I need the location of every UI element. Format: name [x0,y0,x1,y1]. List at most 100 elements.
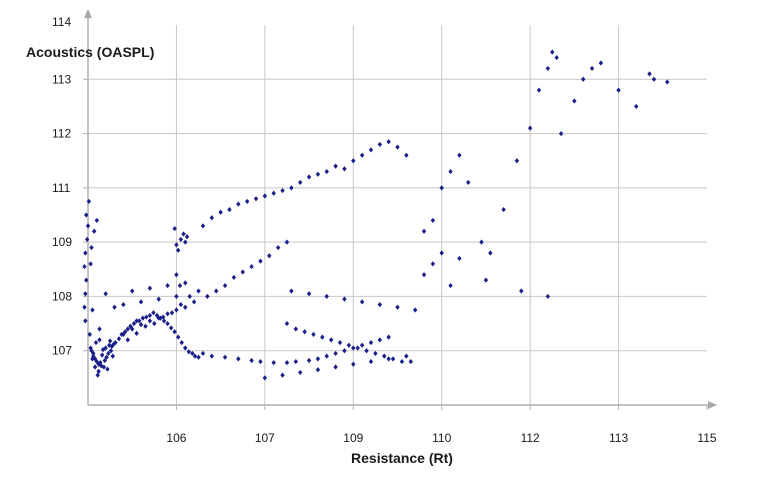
data-point [205,293,210,300]
data-point [284,239,290,245]
data-point [183,280,188,286]
data-point [368,147,374,153]
data-point [262,193,268,199]
data-point [218,209,223,215]
data-point [102,357,108,364]
data-point [386,334,391,340]
data-point [258,358,263,365]
data-point [351,361,356,367]
data-point [192,353,198,359]
data-point [140,315,146,321]
data-point [395,304,400,310]
data-point [91,228,97,234]
data-point [125,337,130,343]
data-point [324,293,329,300]
data-point [96,368,101,374]
data-point [284,320,290,327]
data-point [179,339,184,346]
y-tick-label: 112 [52,127,71,141]
data-point [258,258,263,264]
data-point [421,228,427,234]
y-tick-label: 107 [52,344,72,358]
data-point [177,282,183,289]
data-point [479,239,484,245]
x-tick-label: 106 [166,431,186,445]
data-point [104,354,109,360]
data-point [144,314,149,320]
data-point [125,326,130,332]
data-point [240,269,245,275]
data-point [386,139,391,145]
data-point [106,350,111,357]
data-point [457,255,462,262]
data-point [368,339,374,346]
data-point [616,87,621,93]
data-point [169,310,175,316]
data-point [151,310,156,316]
data-point [519,288,524,294]
data-point [90,307,95,313]
data-point [138,299,144,305]
data-point [174,293,179,300]
data-point [488,250,493,256]
data-point [598,60,604,66]
data-point [430,217,436,224]
data-point [147,312,153,319]
data-point [82,263,87,270]
data-point [137,318,142,324]
data-point [448,282,453,289]
data-point [84,212,89,218]
data-point [346,342,352,348]
data-point [222,354,228,360]
x-tick-label: 115 [697,431,716,445]
data-point [554,54,559,61]
data-point [103,291,108,297]
data-point [483,277,489,283]
data-point [174,242,179,248]
data-point [175,247,181,253]
data-point [315,171,321,177]
data-point [95,372,100,378]
data-point [110,353,115,359]
data-point [187,293,192,300]
y-axis-arrow [84,9,92,18]
data-point [271,190,276,196]
data-point [368,358,374,365]
data-point [172,225,177,232]
y-tick-label: 109 [52,235,72,249]
data-point [665,79,670,85]
data-point [99,352,105,358]
x-tick-label: 110 [432,431,451,445]
data-point [581,76,586,82]
data-point [183,239,188,245]
data-point [634,103,639,110]
data-point [121,301,126,308]
data-point [324,353,329,359]
x-axis-title: Resistance (Rt) [351,450,453,466]
data-point [501,206,506,213]
data-point [111,341,116,347]
data-point [373,350,378,357]
data-point [178,301,184,308]
data-point [89,348,94,354]
data-point [404,152,409,158]
data-point [333,350,338,357]
data-point [572,98,577,104]
data-point [147,285,153,291]
data-point [83,291,88,297]
data-point [298,369,303,376]
data-point [83,318,88,324]
data-point [227,206,232,213]
data-point [306,174,312,180]
data-point [289,185,294,191]
data-point [359,342,365,348]
data-point [244,198,250,205]
data-point [377,301,383,308]
data-point [275,244,281,251]
data-point [190,350,195,357]
data-point [147,318,153,324]
data-point [156,315,161,321]
data-point [174,307,179,313]
data-point [342,166,347,172]
